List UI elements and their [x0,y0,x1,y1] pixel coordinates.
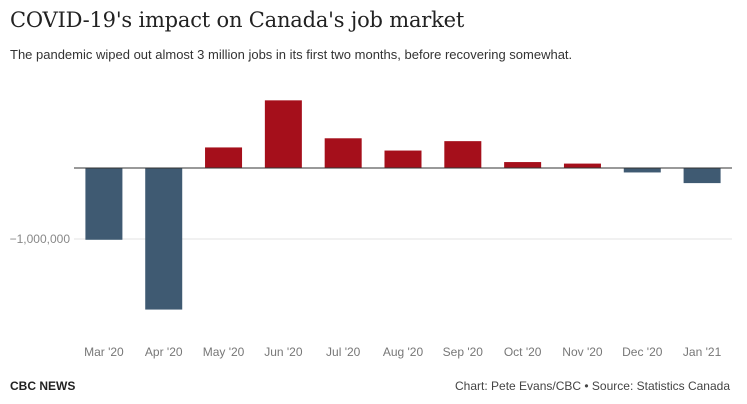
x-tick-label: Sep '20 [443,345,484,359]
x-tick-label: Oct '20 [504,345,542,359]
x-tick-label: Nov '20 [562,345,603,359]
bar [324,138,362,168]
bar [205,147,243,168]
bar [444,141,482,168]
footer-credit: Chart: Pete Evans/CBC • Source: Statisti… [455,379,730,393]
bar [264,100,302,168]
x-tick-label: Dec '20 [622,345,663,359]
bar [145,168,183,310]
labels-layer: Mar '20 Apr '20 May '20 Jun '20 Jul '20 Aug '… [84,345,721,359]
bar [504,162,542,168]
bar [563,163,601,168]
chart-title: COVID-19's impact on Canada's job market [10,8,465,32]
bar [623,168,661,173]
x-tick-label: Mar '20 [84,345,124,359]
x-tick-label: May '20 [203,345,245,359]
bar [384,150,422,168]
x-tick-label: Jun '20 [264,345,303,359]
bar [683,168,721,184]
chart-subtitle: The pandemic wiped out almost 3 million … [10,47,573,62]
y-tick-label: −1,000,000 [10,232,71,246]
x-tick-label: Jul '20 [326,345,361,359]
x-tick-label: Jan '21 [683,345,722,359]
bars-layer [85,100,721,310]
x-tick-label: Aug '20 [383,345,424,359]
bar [85,168,123,240]
x-tick-label: Apr '20 [145,345,183,359]
footer-brand: CBC NEWS [10,379,76,393]
grid-layer: −1,000,000 [10,232,732,246]
